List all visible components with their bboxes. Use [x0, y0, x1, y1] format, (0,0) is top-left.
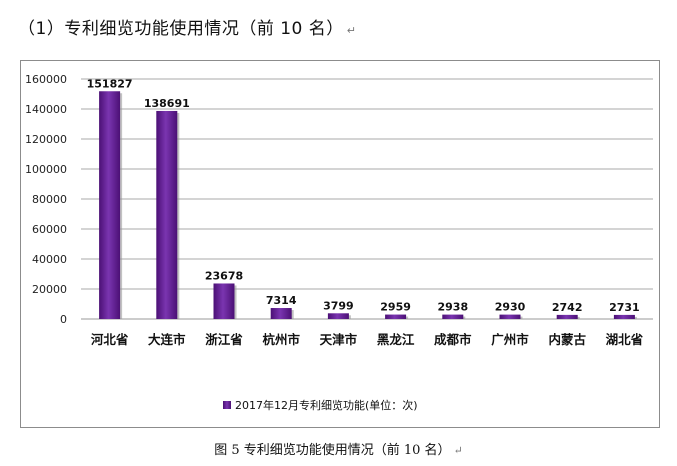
y-axis-ticks: 0 20000 40000 60000 80000 100000 120000 140000 1… — [25, 73, 67, 326]
legend-label: 2017年12月专利细览功能(单位：次) — [235, 398, 418, 412]
bar — [556, 314, 578, 319]
y-tick-label: 60000 — [32, 223, 67, 236]
x-tick-label: 湖北省 — [606, 332, 644, 347]
x-tick-label: 河北省 — [91, 332, 129, 347]
x-tick-label: 天津市 — [320, 332, 358, 347]
x-axis-ticks: 河北省 大连市 浙江省 杭州市 天津市 黑龙江 成都市 广州市 内蒙古 湖北省 — [91, 332, 644, 347]
bar — [270, 308, 292, 319]
paragraph-mark-icon: ↵ — [453, 444, 463, 457]
data-label: 2938 — [437, 301, 468, 314]
bar — [499, 314, 521, 319]
data-label: 151827 — [87, 77, 133, 90]
bar — [99, 91, 121, 320]
section-heading-text: （1）专利细览功能使用情况（前 10 名） — [18, 19, 344, 39]
paragraph-mark-icon: ↵ — [346, 24, 357, 37]
bar — [156, 110, 178, 319]
chart-frame: 0 20000 40000 60000 80000 100000 120000 140000 1… — [20, 60, 660, 428]
y-tick-label: 140000 — [25, 103, 67, 116]
y-tick-label: 160000 — [25, 73, 67, 86]
y-tick-label: 120000 — [25, 133, 67, 146]
data-label: 138691 — [144, 97, 190, 110]
data-label: 23678 — [205, 269, 243, 282]
bars — [99, 91, 637, 320]
data-label: 3799 — [323, 299, 354, 312]
y-tick-label: 20000 — [32, 283, 67, 296]
figure-caption: 图 5 专利细览功能使用情况（前 10 名） ↵ — [0, 439, 677, 458]
x-tick-label: 浙江省 — [205, 332, 243, 347]
data-label: 2731 — [609, 301, 640, 314]
data-label: 2742 — [552, 301, 583, 314]
x-tick-label: 杭州市 — [262, 332, 300, 347]
bar — [385, 314, 407, 319]
data-label: 7314 — [266, 294, 297, 307]
y-tick-label: 100000 — [25, 163, 67, 176]
bar-chart: 0 20000 40000 60000 80000 100000 120000 140000 1… — [25, 73, 653, 412]
x-tick-label: 大连市 — [148, 332, 186, 347]
section-heading: （1）专利细览功能使用情况（前 10 名） ↵ — [18, 14, 356, 39]
data-label: 2959 — [380, 301, 411, 314]
bar — [442, 314, 464, 319]
y-tick-label: 80000 — [32, 193, 67, 206]
figure-caption-text: 图 5 专利细览功能使用情况（前 10 名） — [214, 443, 451, 458]
bar — [327, 313, 349, 319]
x-tick-label: 成都市 — [434, 332, 472, 347]
x-tick-label: 黑龙江 — [377, 332, 415, 347]
data-label: 2930 — [495, 301, 526, 314]
bar — [613, 314, 635, 319]
legend: 2017年12月专利细览功能(单位：次) — [223, 398, 418, 412]
legend-swatch — [223, 401, 231, 409]
bar — [213, 283, 235, 319]
x-tick-label: 内蒙古 — [548, 332, 586, 347]
x-tick-label: 广州市 — [491, 332, 529, 347]
y-tick-label: 0 — [60, 313, 67, 326]
data-labels: 151827 138691 23678 7314 3799 2959 2938 2930 274… — [87, 77, 640, 314]
y-tick-label: 40000 — [32, 253, 67, 266]
